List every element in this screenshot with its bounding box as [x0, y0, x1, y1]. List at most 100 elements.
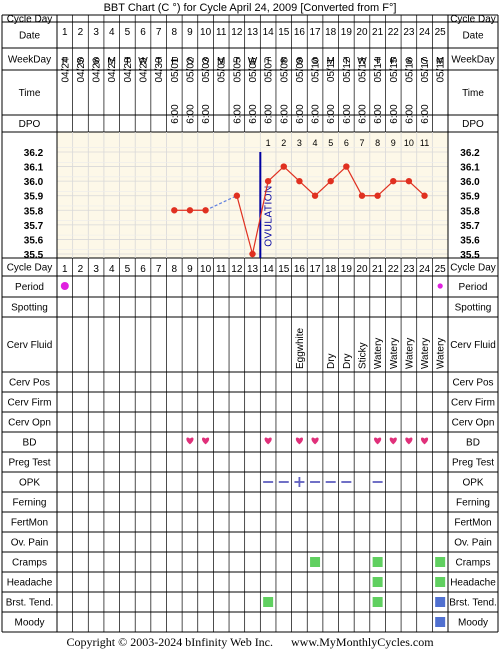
cycle-day-number: 25	[435, 264, 447, 275]
cycle-day-number: 3	[93, 27, 99, 38]
dpo-label: 11	[420, 138, 429, 148]
chart-title: BBT Chart (C °) for Cycle April 24, 2009…	[103, 2, 397, 14]
date-label: 05/01	[170, 57, 181, 82]
moody-square-icon	[435, 617, 446, 627]
date-label: 05/05	[232, 57, 243, 82]
weekday-label: F	[390, 56, 396, 67]
row-label-right-cramps: Cramps	[455, 558, 490, 569]
date-label: 05/17	[420, 57, 431, 82]
row-label-cerv_opn: Cerv Opn	[8, 418, 51, 429]
heart-shape	[389, 437, 397, 445]
row-label-right-moody: Moody	[458, 618, 488, 629]
row-label-cycle_day: Cycle Day	[7, 14, 53, 25]
temp-point	[390, 177, 397, 185]
heart-shape	[405, 437, 413, 445]
heart-icon	[201, 437, 210, 445]
temp-point	[358, 192, 366, 199]
y-tick-label: 36.1	[24, 163, 44, 174]
time-label: 6:00	[311, 104, 322, 124]
cycle-day-number: 13	[247, 27, 259, 38]
dpo-label: 2	[281, 138, 286, 148]
date-label: 04/29	[139, 57, 150, 82]
time-label: 6:00	[170, 104, 181, 124]
row-label-right-spotting: Spotting	[455, 303, 492, 314]
weekday-label: S	[296, 56, 303, 67]
date-label: 05/12	[342, 57, 353, 82]
weekday-label: M	[436, 56, 444, 67]
y-tick-label-right: 35.6	[460, 235, 480, 246]
row-label-moody: Moody	[14, 618, 44, 629]
row-label-ov_pain: Ov. Pain	[11, 538, 49, 549]
dpo-label: 3	[297, 138, 302, 148]
heart-shape	[420, 437, 429, 445]
heart-icon	[420, 437, 429, 445]
heart-icon	[374, 437, 382, 445]
temp-line-segment	[299, 180, 316, 197]
weekday-label: T	[265, 56, 271, 67]
site-link[interactable]: www.MyMonthlyCycles.com	[291, 635, 434, 649]
temp-line-segment	[377, 180, 394, 197]
date-label: 05/10	[311, 57, 322, 82]
temp-line-segment	[345, 166, 363, 196]
y-tick-label-right: 35.5	[460, 250, 480, 261]
row-label-cerv_pos: Cerv Pos	[9, 378, 50, 389]
y-tick-label-right: 35.7	[460, 221, 480, 232]
time-label: 6:00	[232, 104, 243, 124]
date-label: 05/14	[373, 57, 384, 82]
row-label-time: Time	[19, 88, 41, 99]
temp-point	[311, 192, 319, 199]
weekday-label: W	[357, 56, 367, 67]
date-label: 05/15	[389, 57, 400, 82]
cycle-day-number: 7	[156, 264, 162, 275]
weekday-label: S	[202, 56, 209, 67]
weekday-label: T	[124, 56, 130, 67]
y-tick-label: 35.8	[24, 206, 44, 217]
cycle-day-number: 4	[109, 27, 115, 38]
cycle-day-number: 25	[435, 27, 447, 38]
temp-point	[374, 192, 381, 199]
row-label-weekday: WeekDay	[8, 55, 51, 66]
row-label-right-period: Period	[459, 282, 488, 293]
row-label-right-cycle_day: Cycle Day	[450, 263, 496, 274]
row-label-fertmon: FertMon	[11, 518, 48, 529]
cycle-day-number: 16	[294, 27, 306, 38]
weekday-label: T	[375, 56, 381, 67]
headache-square-icon	[372, 577, 383, 587]
temp-point	[202, 207, 209, 214]
cycle-day-number: 4	[109, 264, 115, 275]
cycle-day-number: 22	[388, 264, 400, 275]
row-label-cerv_fluid: Cerv Fluid	[7, 340, 53, 351]
heart-icon	[311, 437, 319, 445]
temp-point	[186, 207, 194, 214]
weekday-label: S	[187, 56, 194, 67]
brst-tend-square-icon	[263, 597, 274, 607]
period-dot-icon	[60, 282, 69, 290]
temp-point	[280, 163, 287, 170]
row-label-right-cerv_fluid: Cerv Fluid	[450, 340, 496, 351]
y-tick-label-right: 35.9	[460, 192, 480, 203]
weekday-label: T	[234, 56, 240, 67]
y-tick-label: 35.7	[24, 221, 44, 232]
y-tick-label: 35.9	[24, 192, 44, 203]
cycle-day-number: 19	[341, 264, 353, 275]
row-label-right-cerv_opn: Cerv Opn	[452, 418, 495, 429]
cycle-day-number: 3	[93, 264, 99, 275]
weekday-label: T	[343, 56, 349, 67]
heart-icon	[295, 437, 304, 445]
heart-shape	[201, 437, 210, 445]
cycle-day-number: 23	[403, 27, 415, 38]
chart-area	[57, 132, 448, 258]
weekday-label: M	[108, 56, 116, 67]
cycle-day-number: 2	[78, 264, 84, 275]
row-label-headache: Headache	[7, 578, 53, 589]
cramps-square-icon	[372, 557, 383, 567]
weekday-label: F	[62, 56, 68, 67]
time-label: 6:00	[264, 104, 275, 124]
cerv-fluid-label: Sticky	[357, 342, 368, 369]
weekday-label: S	[77, 56, 84, 67]
brst-tend-square-icon	[435, 597, 446, 607]
cycle-day-number: 8	[172, 27, 178, 38]
temp-point	[327, 177, 334, 185]
cycle-day-number: 17	[309, 27, 321, 38]
cycle-day-number: 23	[403, 264, 415, 275]
